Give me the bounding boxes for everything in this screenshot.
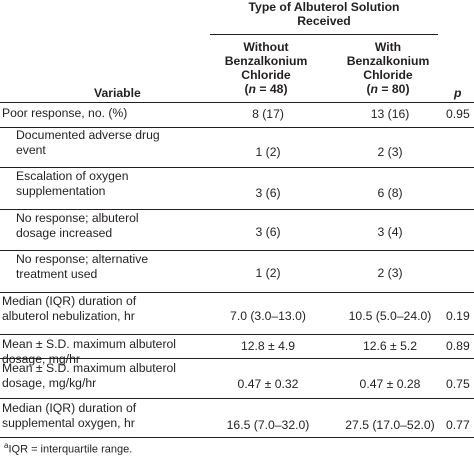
cell-p-value: 0.95 — [446, 107, 470, 121]
row-label: Median (IQR) duration of supplemental oxy… — [2, 401, 137, 430]
row-label: Mean ± S.D. maximum albuterol dosage, mg/… — [2, 337, 176, 366]
row-divider — [0, 292, 474, 293]
group-title-line2: Received — [297, 14, 351, 28]
column-header-without: Without Benzalkonium Chloride (n = 48) — [224, 40, 308, 96]
row-divider — [0, 209, 474, 210]
cell-with-bac: 13 (16) — [370, 107, 410, 121]
row-label: No response; alternative treatment used — [16, 252, 149, 281]
cell-without-bac: 1 (2) — [255, 266, 281, 280]
row-label: Escalation of oxygen supplementation — [16, 169, 129, 198]
cell-without-bac: 3 (6) — [255, 225, 281, 239]
cell-without-bac: 16.5 (7.0–32.0) — [226, 418, 310, 432]
cell-with-bac: 0.47 ± 0.28 — [359, 377, 421, 391]
cell-with-bac: 27.5 (17.0–52.0) — [345, 418, 435, 432]
row-label: Mean ± S.D. maximum albuterol dosage, mg/… — [2, 361, 176, 390]
header-bottom-rule — [0, 102, 474, 103]
row-divider — [0, 334, 474, 335]
cell-p-value: 0.75 — [446, 377, 470, 391]
footnote-marker: a — [4, 441, 9, 450]
row-label: Poor response, no. (%) — [2, 106, 128, 120]
group-title-rule — [210, 34, 438, 35]
row-divider — [0, 437, 474, 438]
cell-with-bac: 2 (3) — [377, 266, 403, 280]
cell-p-value: 0.19 — [446, 309, 470, 323]
cell-without-bac: 12.8 ± 4.9 — [240, 339, 296, 353]
group-title-line1: Type of Albuterol Solution — [248, 0, 400, 14]
column-header-p: p — [454, 86, 462, 100]
group-title: Type of Albuterol Solution Received — [210, 0, 438, 28]
cell-with-bac: 10.5 (5.0–24.0) — [348, 309, 432, 323]
row-label: Median (IQR) duration of albuterol nebuli… — [2, 294, 137, 323]
row-divider — [0, 167, 474, 168]
row-divider — [0, 250, 474, 251]
footnote: aIQR = interquartile range. — [4, 441, 132, 456]
row-label: Documented adverse drug event — [16, 128, 160, 157]
cell-p-value: 0.77 — [446, 418, 470, 432]
cell-without-bac: 7.0 (3.0–13.0) — [230, 309, 306, 323]
column-header-variable: Variable — [94, 86, 141, 100]
cell-p-value: 0.89 — [446, 339, 470, 353]
row-divider — [0, 398, 474, 399]
row-divider — [0, 127, 474, 128]
cell-without-bac: 8 (17) — [252, 107, 284, 121]
cell-with-bac: 12.6 ± 5.2 — [362, 339, 418, 353]
footnote-text: IQR = interquartile range. — [8, 443, 133, 456]
cell-without-bac: 3 (6) — [255, 186, 281, 200]
cell-without-bac: 0.47 ± 0.32 — [237, 377, 299, 391]
cell-with-bac: 3 (4) — [377, 225, 403, 239]
column-header-with: With Benzalkonium Chloride (n = 80) — [346, 40, 430, 96]
row-divider — [0, 358, 474, 359]
cell-with-bac: 6 (8) — [377, 186, 403, 200]
cell-without-bac: 1 (2) — [255, 145, 281, 159]
cell-with-bac: 2 (3) — [377, 145, 403, 159]
row-label: No response; albuterol dosage increased — [16, 211, 139, 240]
